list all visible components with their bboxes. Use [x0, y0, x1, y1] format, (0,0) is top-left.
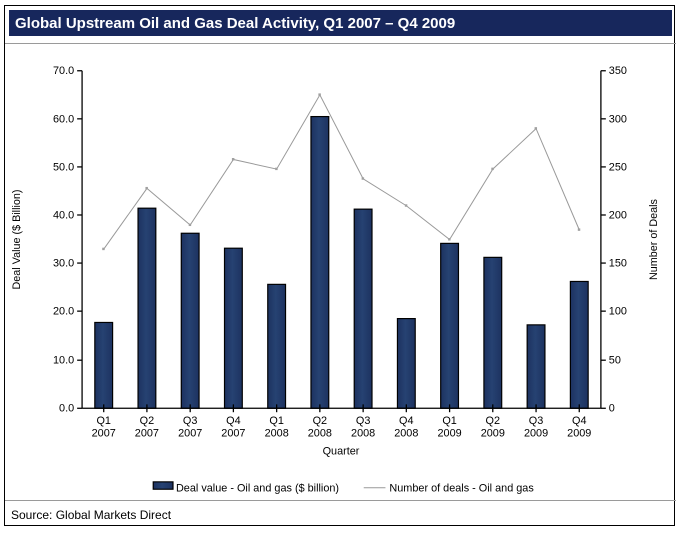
- svg-text:2008: 2008: [351, 428, 375, 440]
- svg-text:Q4: Q4: [226, 415, 241, 427]
- svg-text:60.0: 60.0: [53, 113, 74, 125]
- svg-text:50.0: 50.0: [53, 161, 74, 173]
- svg-text:70.0: 70.0: [53, 65, 74, 77]
- svg-text:0: 0: [609, 403, 615, 415]
- svg-text:Q2: Q2: [140, 415, 155, 427]
- svg-text:Number of deals - Oil and gas: Number of deals - Oil and gas: [389, 483, 534, 495]
- svg-text:0.0: 0.0: [59, 403, 74, 415]
- svg-text:2009: 2009: [481, 428, 505, 440]
- svg-text:Q1: Q1: [442, 415, 457, 427]
- svg-text:30.0: 30.0: [53, 258, 74, 270]
- svg-text:150: 150: [609, 258, 627, 270]
- svg-text:Deal value - Oil and gas ($ bi: Deal value - Oil and gas ($ billion): [176, 483, 339, 495]
- svg-text:2007: 2007: [92, 428, 116, 440]
- svg-text:Q3: Q3: [183, 415, 198, 427]
- svg-text:Q1: Q1: [269, 415, 284, 427]
- svg-text:Q4: Q4: [399, 415, 414, 427]
- svg-text:Q1: Q1: [96, 415, 111, 427]
- svg-text:2007: 2007: [135, 428, 159, 440]
- svg-text:2007: 2007: [221, 428, 245, 440]
- svg-text:2009: 2009: [438, 428, 462, 440]
- svg-text:Number of Deals: Number of Deals: [648, 198, 660, 280]
- svg-text:20.0: 20.0: [53, 306, 74, 318]
- svg-text:2009: 2009: [524, 428, 548, 440]
- svg-text:Q3: Q3: [356, 415, 371, 427]
- svg-text:2008: 2008: [394, 428, 418, 440]
- svg-text:Quarter: Quarter: [323, 445, 360, 457]
- svg-text:Deal Value ($ Billion): Deal Value ($ Billion): [11, 190, 23, 290]
- svg-text:50: 50: [609, 355, 621, 367]
- svg-text:40.0: 40.0: [53, 209, 74, 221]
- svg-text:2008: 2008: [308, 428, 332, 440]
- svg-text:Q2: Q2: [313, 415, 328, 427]
- svg-text:Q2: Q2: [486, 415, 501, 427]
- svg-text:10.0: 10.0: [53, 355, 74, 367]
- svg-text:100: 100: [609, 306, 627, 318]
- svg-text:300: 300: [609, 113, 627, 125]
- svg-text:2007: 2007: [178, 428, 202, 440]
- svg-text:Q4: Q4: [572, 415, 587, 427]
- svg-text:250: 250: [609, 161, 627, 173]
- svg-text:2009: 2009: [567, 428, 591, 440]
- svg-text:350: 350: [609, 65, 627, 77]
- svg-text:200: 200: [609, 209, 627, 221]
- svg-text:Q3: Q3: [529, 415, 544, 427]
- svg-text:2008: 2008: [265, 428, 289, 440]
